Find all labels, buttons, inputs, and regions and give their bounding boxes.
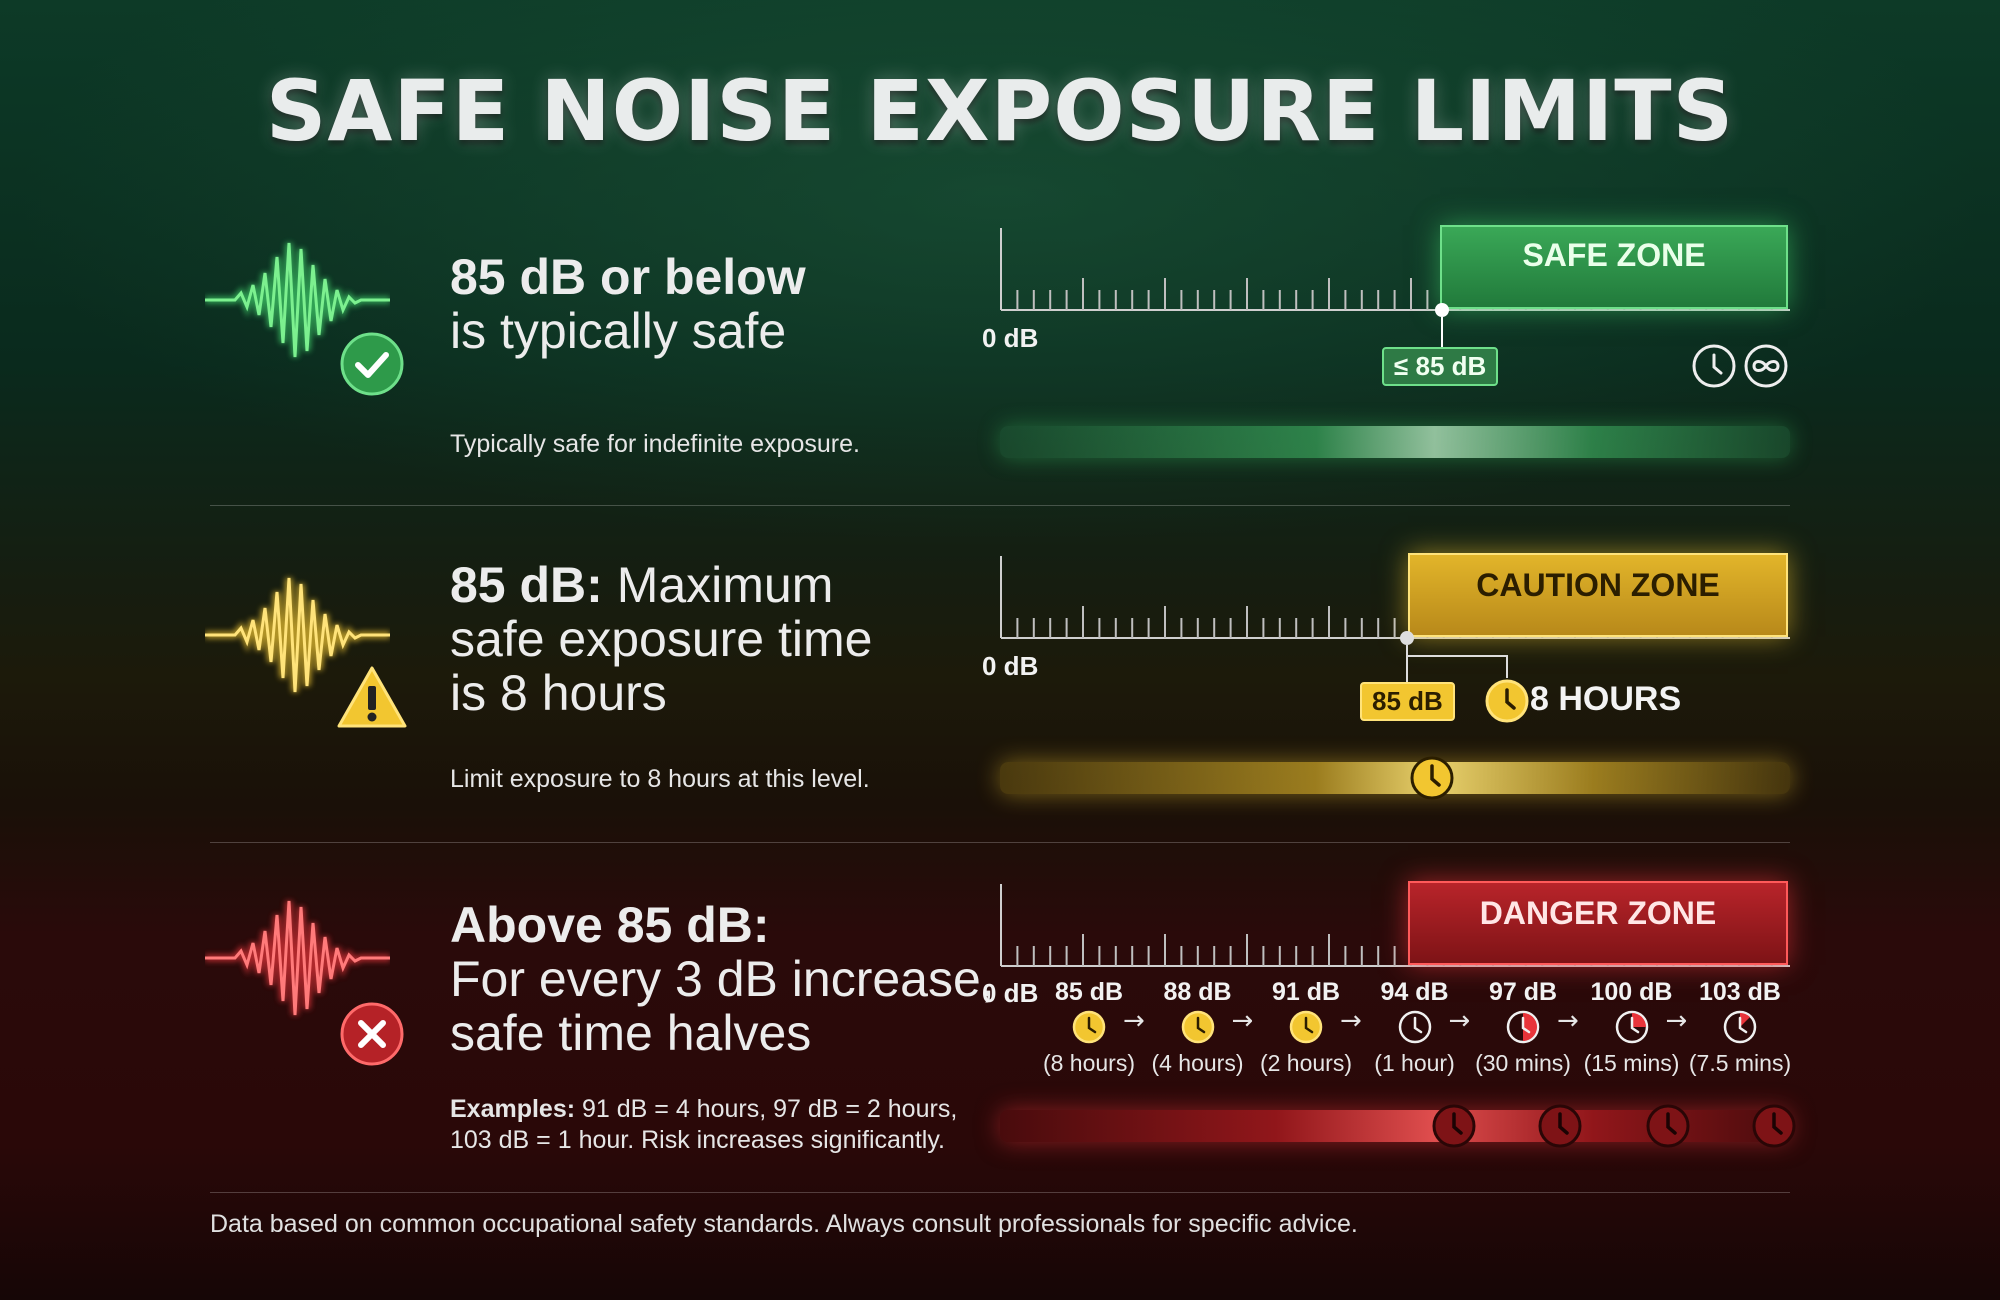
step-time-label: (2 hours): [1259, 1050, 1353, 1076]
marker-label-caution: 85 dB: [1360, 682, 1455, 721]
marker-pin-caution: [1400, 631, 1508, 683]
clock-icon: [1180, 1009, 1216, 1049]
section-divider: [210, 505, 1790, 506]
infinity-icon: [1742, 342, 1790, 394]
clock-icon: [1614, 1009, 1650, 1049]
section-sub-danger: Examples: 91 dB = 4 hours, 97 dB = 2 hou…: [450, 1094, 957, 1156]
clock-icon: [1505, 1009, 1541, 1049]
arrow-icon: →: [1557, 1006, 1579, 1036]
step-time-label: (1 hour): [1374, 1050, 1455, 1076]
clock-icon: [1408, 754, 1456, 806]
heading-rest: safe exposure time: [450, 611, 873, 667]
marker-pin-safe: [1435, 303, 1449, 348]
step-db-label: 91 dB: [1271, 978, 1341, 1006]
clock-icon: [1430, 1102, 1478, 1154]
step-db-label: 97 dB: [1488, 978, 1558, 1006]
sound-wave-icon-yellow: [205, 570, 390, 700]
sub-line: 91 dB = 4 hours, 97 dB = 2 hours,: [575, 1095, 958, 1123]
section-heading-safe: 85 dB or below is typically safe: [450, 250, 806, 358]
section-sub-caution: Limit exposure to 8 hours at this level.: [450, 765, 870, 793]
section-divider: [210, 842, 1790, 843]
zone-label-safe: SAFE ZONE: [1440, 225, 1788, 309]
clock-icon: [1644, 1102, 1692, 1154]
zone-label-danger: DANGER ZONE: [1408, 881, 1788, 965]
page-title: SAFE NOISE EXPOSURE LIMITS: [265, 62, 1735, 160]
clock-icon: [1397, 1009, 1433, 1049]
step-time-label: (8 hours): [1042, 1050, 1136, 1076]
step-db-label: 103 dB: [1699, 978, 1781, 1006]
arrow-icon: →: [1448, 1006, 1471, 1036]
sub-bold: Examples:: [450, 1095, 576, 1123]
arrow-icon: →: [1665, 1006, 1688, 1036]
section-sub-safe: Typically safe for indefinite exposure.: [450, 430, 860, 458]
clock-icon: [1484, 678, 1530, 728]
clock-icon: [1288, 1009, 1324, 1049]
check-icon: [338, 330, 406, 402]
zero-db-label-safe: 0 dB: [982, 323, 1039, 353]
cross-icon: [338, 1000, 406, 1072]
zone-label-caution: CAUTION ZONE: [1408, 553, 1788, 637]
step-db-label: 88 dB: [1163, 978, 1232, 1006]
step-db-label: 85 dB: [1054, 978, 1124, 1006]
step-time-label: (30 mins): [1475, 1050, 1571, 1076]
heading-rest: is typically safe: [450, 303, 787, 359]
arrow-icon: →: [1340, 1006, 1362, 1036]
arrow-icon: →: [1231, 1006, 1254, 1036]
marker-label-safe: ≤ 85 dB: [1382, 347, 1499, 386]
warning-icon: [336, 664, 408, 734]
sub-line: 103 dB = 1 hour. Risk increases signific…: [450, 1126, 945, 1154]
clock-icon: [1750, 1102, 1798, 1154]
sound-wave-icon-green: [205, 235, 390, 365]
heading-rest: is 8 hours: [450, 665, 667, 721]
zero-db-label-danger: 0 dB: [982, 978, 1039, 1008]
clock-icon: [1722, 1009, 1758, 1049]
exposure-bar-caution: [1000, 762, 1790, 794]
heading-rest: Maximum: [602, 557, 834, 613]
section-heading-caution: 85 dB: Maximum safe exposure time is 8 h…: [450, 558, 872, 720]
section-heading-danger: Above 85 dB: For every 3 dB increase, sa…: [450, 898, 995, 1060]
clock-icon: [1536, 1102, 1584, 1154]
heading-bold: Above 85 dB:: [450, 897, 770, 953]
footer-note: Data based on common occupational safety…: [210, 1210, 1358, 1238]
step-time-label: (4 hours): [1151, 1050, 1244, 1076]
exposure-bar-safe: [1000, 426, 1790, 458]
clock-icon: [1690, 342, 1738, 394]
arrow-icon: →: [1123, 1006, 1145, 1036]
heading-bold: 85 dB:: [450, 557, 603, 613]
clock-icon: [1071, 1009, 1107, 1049]
zero-db-label-caution: 0 dB: [982, 651, 1039, 681]
heading-rest: For every 3 dB increase,: [450, 951, 995, 1007]
step-db-label: 94 dB: [1380, 978, 1449, 1006]
time-label-caution: 8 HOURS: [1530, 680, 1682, 718]
section-divider: [210, 1192, 1790, 1193]
heading-rest: safe time halves: [450, 1005, 812, 1061]
heading-bold: 85 dB or below: [450, 249, 806, 305]
sound-wave-icon-red: [205, 893, 390, 1023]
step-db-label: 100 dB: [1590, 978, 1673, 1006]
step-time-label: (15 mins): [1583, 1050, 1680, 1076]
step-time-label: (7.5 mins): [1688, 1050, 1792, 1076]
